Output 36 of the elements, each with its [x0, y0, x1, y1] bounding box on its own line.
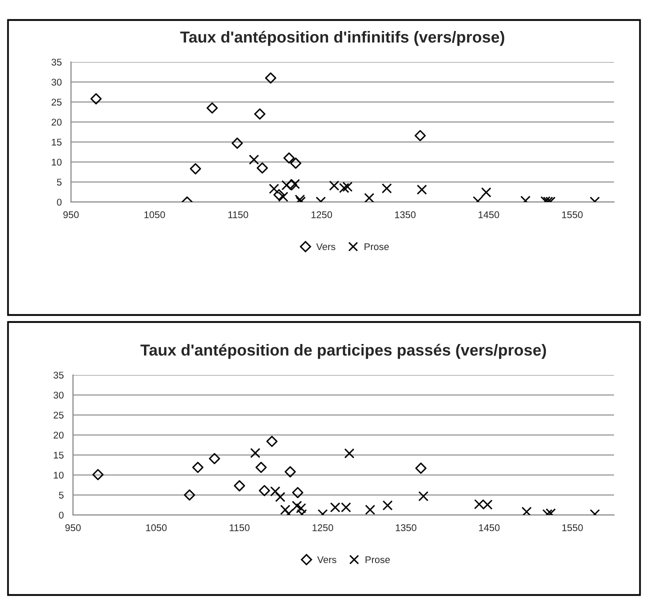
x-tick-label: 1350	[395, 211, 416, 218]
x-tick-label: 1550	[562, 524, 583, 532]
x-tick-label: 1450	[478, 211, 500, 218]
x-tick-label: 1250	[312, 211, 332, 218]
y-tick-label: 10	[54, 472, 64, 479]
x-tick-label: 1150	[228, 211, 248, 218]
y-tick-label: 30	[52, 78, 62, 86]
y-tick-label: 25	[52, 98, 62, 106]
y-tick-label: 35	[54, 372, 64, 379]
x-tick-label: 1250	[312, 524, 334, 532]
legend-label: Vers	[316, 243, 336, 250]
x-tick-label: 1350	[396, 524, 416, 532]
legend-label: Prose	[364, 243, 389, 250]
chart-title: Taux d'antéposition d'infinitifs (vers/prose)	[180, 30, 504, 46]
x-tick-label: 950	[65, 524, 81, 532]
y-tick-label: 0	[58, 512, 64, 519]
legend-label: Prose	[366, 556, 390, 564]
y-tick-label: 20	[52, 118, 62, 126]
y-tick-label: 15	[52, 138, 62, 146]
y-tick-label: 30	[54, 392, 64, 399]
y-tick-label: 25	[54, 412, 64, 419]
x-tick-label: 1150	[230, 524, 250, 532]
y-tick-label: 20	[54, 432, 64, 439]
y-tick-label: 5	[58, 492, 64, 499]
chart-title: Taux d'antéposition de participes passés (vers/prose)	[140, 344, 546, 359]
x-tick-label: 1450	[479, 524, 500, 532]
x-tick-label: 1050	[146, 524, 167, 532]
y-tick-label: 10	[52, 158, 62, 166]
x-tick-label: 950	[63, 211, 79, 218]
x-tick-label: 1050	[144, 211, 165, 218]
x-tick-label: 1550	[562, 211, 583, 218]
y-tick-label: 35	[52, 58, 62, 66]
y-tick-label: 0	[56, 198, 62, 206]
y-tick-label: 15	[54, 452, 64, 459]
legend-label: Vers	[317, 556, 336, 564]
y-tick-label: 5	[56, 178, 62, 186]
